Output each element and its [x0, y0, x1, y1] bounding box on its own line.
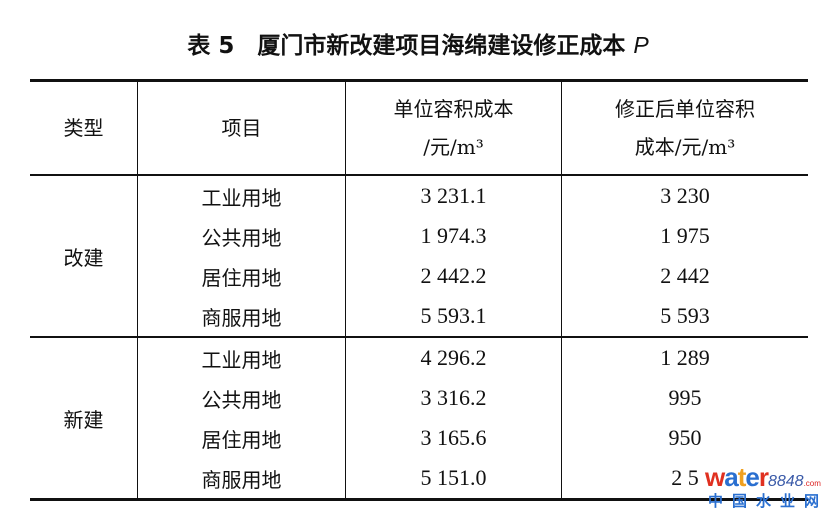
corrected-cost-cell: 3 230: [561, 175, 808, 216]
cost-cell: 2 442.2: [345, 256, 562, 296]
corrected-cost-cell: 5 593: [561, 296, 808, 337]
table-row: 公共用地 3 316.2 995: [30, 378, 808, 418]
project-cell: 商服用地: [201, 467, 282, 492]
corrected-cost-cell: 2 5: [561, 458, 808, 500]
cost-cell: 1 974.3: [345, 216, 562, 256]
cost-cell: 5 593.1: [345, 296, 562, 337]
header-row: 类型 项目 单位容积成本/元/m³ 修正后单位容积 成本/元/m³: [30, 80, 808, 176]
type-cell: 新建: [30, 336, 138, 500]
table-row: 公共用地 1 974.3 1 975: [30, 216, 808, 256]
header-type: 类型: [30, 80, 138, 176]
project-cell: 工业用地: [201, 185, 282, 210]
corrected-cost-cell: 1 289: [561, 336, 808, 378]
project-cell: 公共用地: [201, 387, 282, 412]
corrected-cost-cell: 2 442: [561, 256, 808, 296]
header-corrected: 修正后单位容积 成本/元/m³: [561, 80, 808, 176]
watermark-logo: water8848.com: [705, 462, 821, 492]
cost-table: 类型 项目 单位容积成本/元/m³ 修正后单位容积 成本/元/m³ 改建 工业用地 3…: [30, 79, 808, 501]
table-row: 新建 工业用地 4 296.2 1 289: [30, 336, 808, 500]
cost-cell: 5 151.0: [345, 458, 562, 500]
title-variable: P: [633, 32, 649, 58]
corrected-cost-cell: 995: [561, 378, 808, 418]
cost-cell: 4 296.2: [345, 336, 562, 378]
project-cell: 居住用地: [201, 265, 282, 290]
cost-cell: 3 165.6: [345, 418, 562, 458]
corrected-cost-cell: 1 975: [561, 216, 808, 256]
project-cell: 公共用地: [201, 225, 282, 250]
table-row: 居住用地 3 165.6 950: [30, 418, 808, 458]
project-cell: 工业用地: [137, 336, 346, 378]
header-project: 项目: [137, 80, 346, 176]
project-cell: 商服用地: [201, 305, 282, 330]
table-row: 居住用地 2 442.2 2 442: [30, 256, 808, 296]
table-title: 表 5 厦门市新改建项目海绵建设修正成本 P: [187, 32, 649, 59]
type-cell: 改建: [30, 175, 138, 337]
table-row: 商服用地 5 593.1 5 593: [30, 296, 808, 337]
cost-cell: 3 316.2: [345, 378, 562, 418]
cost-cell: 3 231.1: [345, 175, 562, 216]
table-row: 商服用地 5 151.0 2 5: [30, 458, 808, 500]
header-cost: 单位容积成本/元/m³: [345, 80, 562, 176]
watermark-text: 中国水业网: [708, 492, 829, 510]
table-row: 改建 工业用地 3 231.1 3 230: [30, 175, 808, 337]
corrected-cost-cell: 950: [561, 418, 808, 458]
project-cell: 居住用地: [201, 427, 282, 452]
